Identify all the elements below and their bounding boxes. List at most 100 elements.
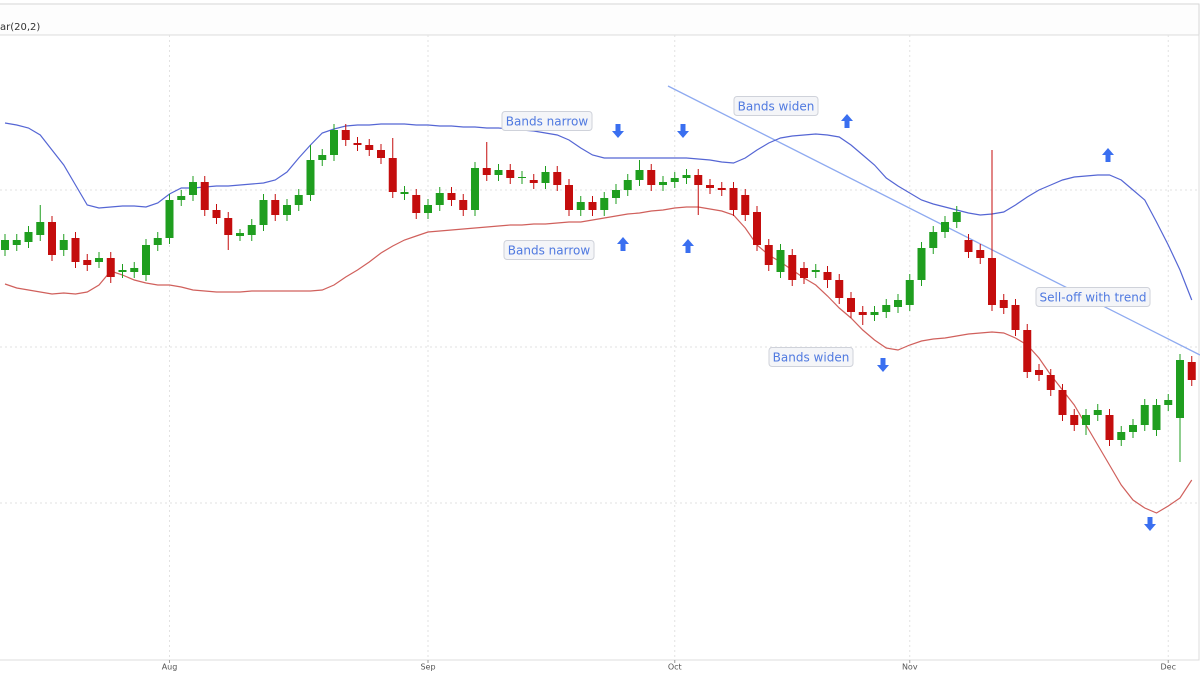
- arrow-down: [612, 124, 624, 138]
- candle-body: [212, 210, 221, 218]
- annotation-box: [733, 96, 819, 116]
- candle-body: [1187, 362, 1196, 380]
- candle-body: [823, 272, 832, 280]
- candle-body: [964, 240, 973, 252]
- candle-body: [1176, 360, 1184, 418]
- x-tick-label: Aug: [162, 663, 178, 672]
- candle-body: [306, 160, 315, 195]
- candle-body: [482, 168, 491, 175]
- candle-body: [1070, 415, 1079, 425]
- candle-body: [142, 245, 150, 275]
- candle-body: [553, 172, 562, 185]
- candle-body: [447, 193, 456, 200]
- arrows: [612, 114, 1156, 531]
- candle-body: [988, 258, 996, 305]
- candle-body: [71, 238, 80, 262]
- candle-body: [882, 305, 891, 312]
- candle-body: [400, 192, 409, 194]
- candle-body: [647, 170, 656, 185]
- candle-body: [659, 182, 667, 185]
- candle-body: [200, 182, 209, 210]
- candle-body: [1164, 400, 1173, 405]
- candle-body: [1093, 410, 1102, 415]
- candle-body: [588, 202, 597, 210]
- candle-body: [847, 298, 855, 312]
- candles: [1, 124, 1196, 462]
- candle-body: [36, 222, 45, 235]
- candle-body: [12, 240, 21, 245]
- candle-body: [1058, 390, 1067, 415]
- band-lower: [4, 206, 1193, 514]
- header-strip: [0, 3, 1200, 36]
- candle-body: [565, 185, 573, 210]
- candle-body: [271, 200, 280, 215]
- candle-body: [494, 170, 503, 175]
- candle-body: [224, 218, 233, 235]
- candle-body: [518, 177, 526, 178]
- x-tick-label: Oct: [668, 663, 682, 672]
- candle-body: [623, 180, 632, 190]
- candle-body: [506, 170, 515, 178]
- annotation-text: Bands widen: [773, 351, 850, 365]
- candle-body: [471, 168, 479, 210]
- candle-body: [294, 195, 303, 205]
- arrow-up: [682, 239, 694, 253]
- annotation-box: [1035, 287, 1151, 307]
- candle-body: [130, 268, 139, 272]
- arrow-down: [677, 124, 689, 138]
- candle-body: [153, 238, 162, 245]
- candle-body: [1011, 305, 1020, 330]
- arrow-down: [1144, 517, 1156, 531]
- candle-body: [236, 233, 244, 236]
- candle-body: [835, 280, 844, 298]
- candle-body: [741, 195, 750, 215]
- x-tick-label: Dec: [1161, 663, 1176, 672]
- candle-body: [694, 175, 703, 185]
- annotation-text: Bands widen: [738, 100, 815, 114]
- candle-body: [435, 193, 444, 205]
- candle-body: [894, 300, 902, 307]
- grid: [0, 35, 1200, 660]
- candle-body: [48, 222, 56, 255]
- candle-body: [1023, 330, 1032, 372]
- candle-body: [999, 300, 1008, 308]
- candle-body: [318, 155, 327, 160]
- candle-body: [24, 232, 33, 242]
- candle-body: [800, 268, 808, 278]
- candle-body: [95, 258, 103, 262]
- candle-body: [717, 188, 726, 190]
- annotation-text: Bands narrow: [506, 115, 589, 129]
- candle-body: [424, 205, 432, 213]
- candle-body: [353, 143, 362, 145]
- candle-body: [1129, 425, 1137, 432]
- candle-body: [941, 222, 949, 232]
- candle-body: [600, 198, 609, 210]
- candle-body: [529, 180, 538, 183]
- candle-body: [976, 250, 985, 258]
- candle-body: [612, 190, 620, 198]
- candle-body: [83, 260, 92, 265]
- candle-body: [729, 188, 738, 210]
- candle-body: [706, 185, 714, 188]
- candle-body: [1035, 370, 1043, 375]
- candle-body: [811, 270, 820, 272]
- candle-body: [858, 312, 867, 315]
- candle-body: [1, 240, 9, 250]
- candle-body: [870, 312, 879, 315]
- candle-body: [259, 200, 268, 225]
- annotation-box: [501, 111, 593, 131]
- candle-body: [118, 270, 127, 272]
- arrow-down: [877, 358, 889, 372]
- candle-body: [776, 250, 785, 272]
- annotation-text: Bands narrow: [508, 244, 591, 258]
- candle-body: [764, 245, 773, 265]
- candle-body: [388, 158, 397, 192]
- candle-body: [1082, 415, 1090, 425]
- candle-body: [1117, 432, 1126, 440]
- candle-body: [283, 205, 291, 215]
- candle-body: [1105, 415, 1114, 440]
- annotation-box: [503, 240, 595, 260]
- candle-body: [635, 170, 644, 180]
